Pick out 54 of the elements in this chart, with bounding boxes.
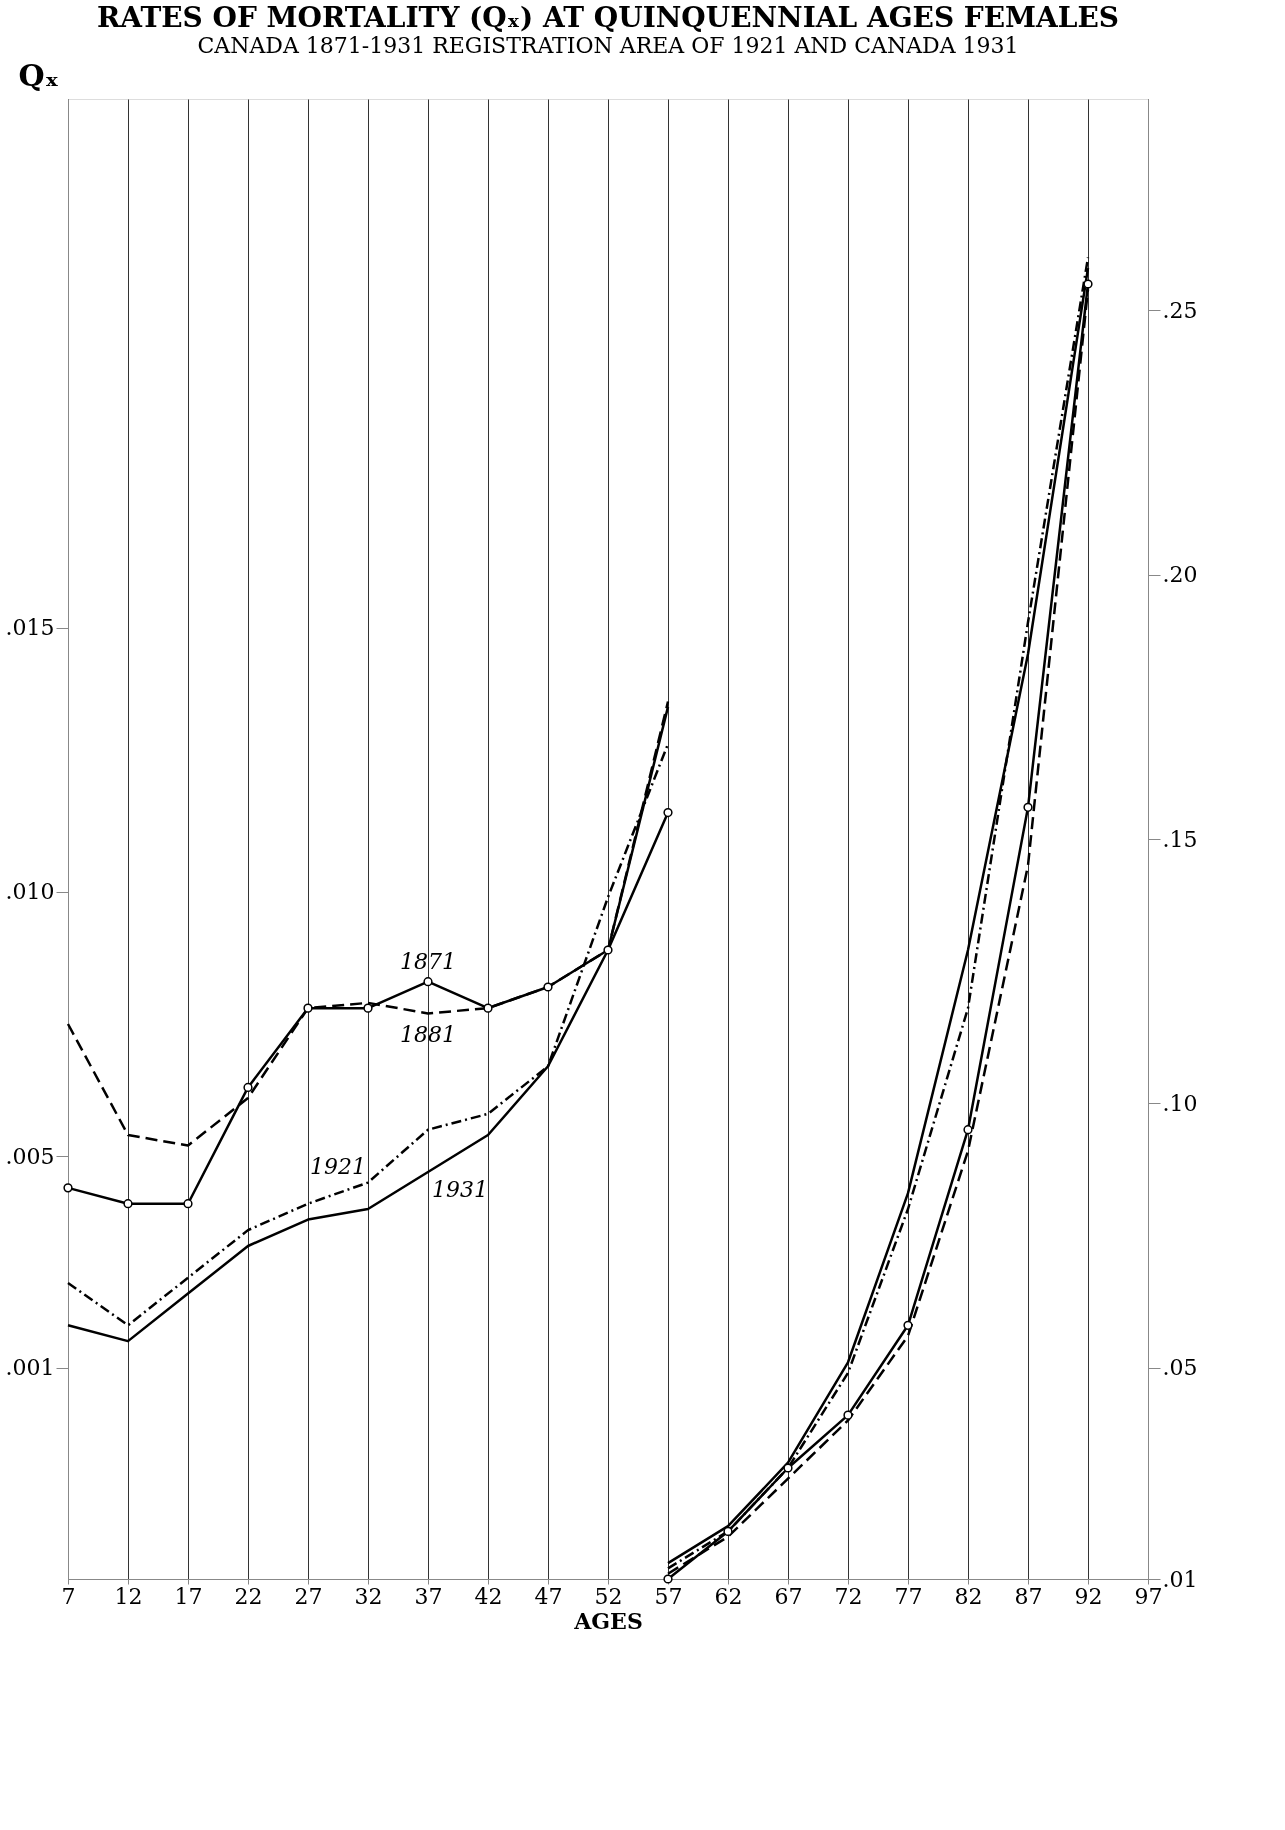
point (843, 1410, 853, 1420)
x-tick-label: 77 (894, 1583, 923, 1609)
x-tick-label: 37 (414, 1583, 443, 1609)
x-tick-label: 57 (654, 1583, 683, 1609)
point (363, 1003, 373, 1013)
x-tick-label: 32 (354, 1583, 383, 1609)
point (423, 977, 433, 987)
y2-tick-label: .15 (1162, 826, 1198, 852)
point (63, 1183, 73, 1193)
y2-tick-label: .05 (1162, 1355, 1198, 1381)
point (963, 1125, 973, 1135)
point (1023, 802, 1033, 812)
y-tick-label: .001 (5, 1355, 55, 1381)
y2-tick-label: .25 (1162, 297, 1198, 323)
y-axis-title: Qₓ (18, 57, 59, 93)
y2-tick-label: .20 (1162, 562, 1198, 588)
x-tick-label: 27 (294, 1583, 323, 1609)
point (243, 1082, 253, 1093)
point (603, 945, 613, 955)
point (1083, 279, 1093, 289)
x-tick-label: 92 (1074, 1583, 1103, 1609)
point (663, 1574, 673, 1584)
point (663, 807, 673, 818)
x-tick-label: 42 (474, 1583, 503, 1609)
chart-subtitle: CANADA 1871-1931 REGISTRATION AREA OF 1921 AND CANADA 1931 (197, 33, 1019, 58)
chart-title: RATES OF MORTALITY (Qₓ) AT QUINQUENNIAL AGES FEMALES (96, 1, 1120, 34)
y2-tick-label: .10 (1162, 1090, 1198, 1116)
y-tick-label: .005 (5, 1143, 55, 1169)
x-tick-label: 47 (534, 1583, 563, 1609)
y-tick-label: .010 (5, 879, 55, 905)
point (723, 1526, 733, 1537)
x-tick-label: 82 (954, 1583, 983, 1609)
x-tick-label: 52 (594, 1583, 623, 1609)
annotation: 1931 (432, 1177, 488, 1202)
x-tick-label: 67 (774, 1583, 803, 1609)
x-tick-label: 62 (714, 1583, 743, 1609)
point (483, 1003, 493, 1013)
y-tick-label: .015 (5, 615, 55, 641)
x-tick-label: 97 (1134, 1583, 1163, 1609)
point (183, 1199, 193, 1209)
x-tick-label: 72 (834, 1583, 863, 1609)
x-tick-label: 12 (114, 1583, 143, 1609)
x-axis-title: AGES (573, 1607, 643, 1634)
point (543, 982, 553, 992)
x-tick-label: 17 (174, 1583, 203, 1609)
x-tick-label: 87 (1014, 1583, 1043, 1609)
y2-tick-label: .01 (1162, 1566, 1198, 1592)
x-tick-label: 22 (234, 1583, 263, 1609)
point (903, 1320, 913, 1330)
point (123, 1199, 133, 1209)
x-tick-label: 7 (61, 1583, 76, 1609)
annotation: 1921 (310, 1153, 366, 1179)
point (783, 1463, 793, 1473)
point (303, 1003, 313, 1013)
